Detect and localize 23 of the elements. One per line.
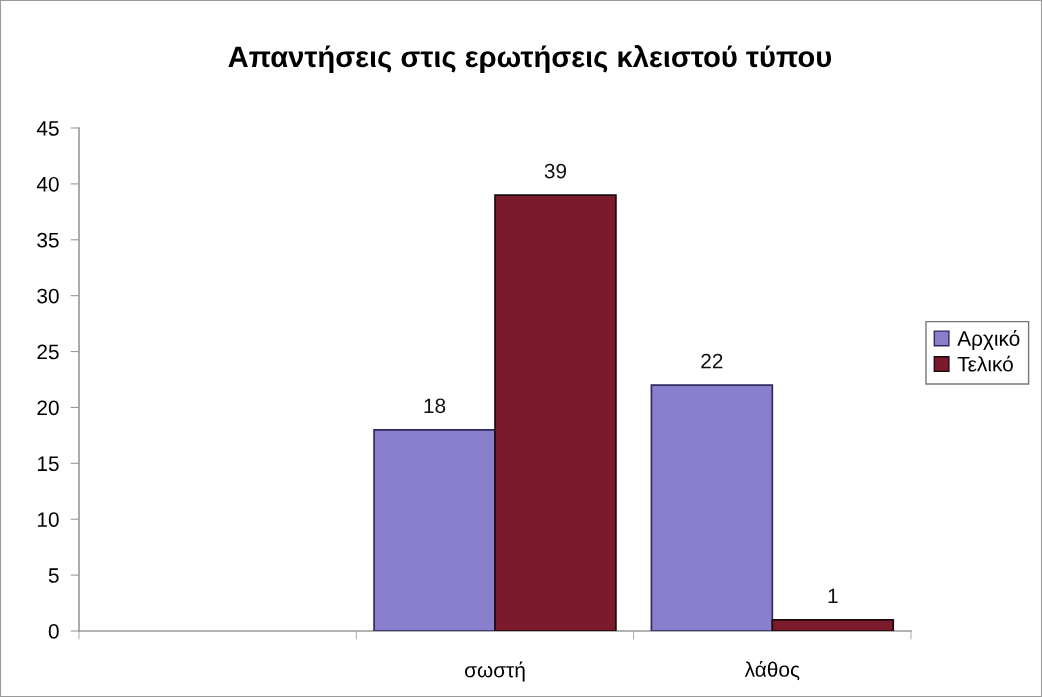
data-label: 39 (544, 163, 567, 179)
chart-title: Απαντήσεις στις ερωτήσεις κλειστού τύπου (228, 45, 832, 73)
y-tick-label: 40 (36, 176, 59, 192)
data-label: 1 (828, 588, 838, 603)
legend-label: Τελικό (957, 355, 1013, 372)
data-label: 18 (424, 398, 446, 414)
x-tick-label: λάθος (744, 660, 800, 681)
y-tick-label: 30 (37, 288, 59, 304)
bar (650, 384, 774, 631)
y-tick-label: 20 (37, 400, 59, 416)
y-tick-label: 45 (36, 121, 59, 136)
bar (373, 428, 496, 631)
y-tick-label: 25 (37, 344, 59, 360)
legend-label: Αρχικό (957, 330, 1020, 351)
y-tick-label: 35 (37, 232, 59, 248)
y-tick-label: 0 (48, 624, 59, 639)
bar (494, 194, 617, 631)
x-tick-label: σωστή (464, 661, 525, 682)
data-label: 22 (701, 353, 723, 369)
bar (771, 618, 895, 631)
y-tick-label: 5 (48, 568, 59, 583)
y-tick-label: 15 (37, 456, 59, 472)
y-tick-label: 10 (37, 512, 59, 527)
